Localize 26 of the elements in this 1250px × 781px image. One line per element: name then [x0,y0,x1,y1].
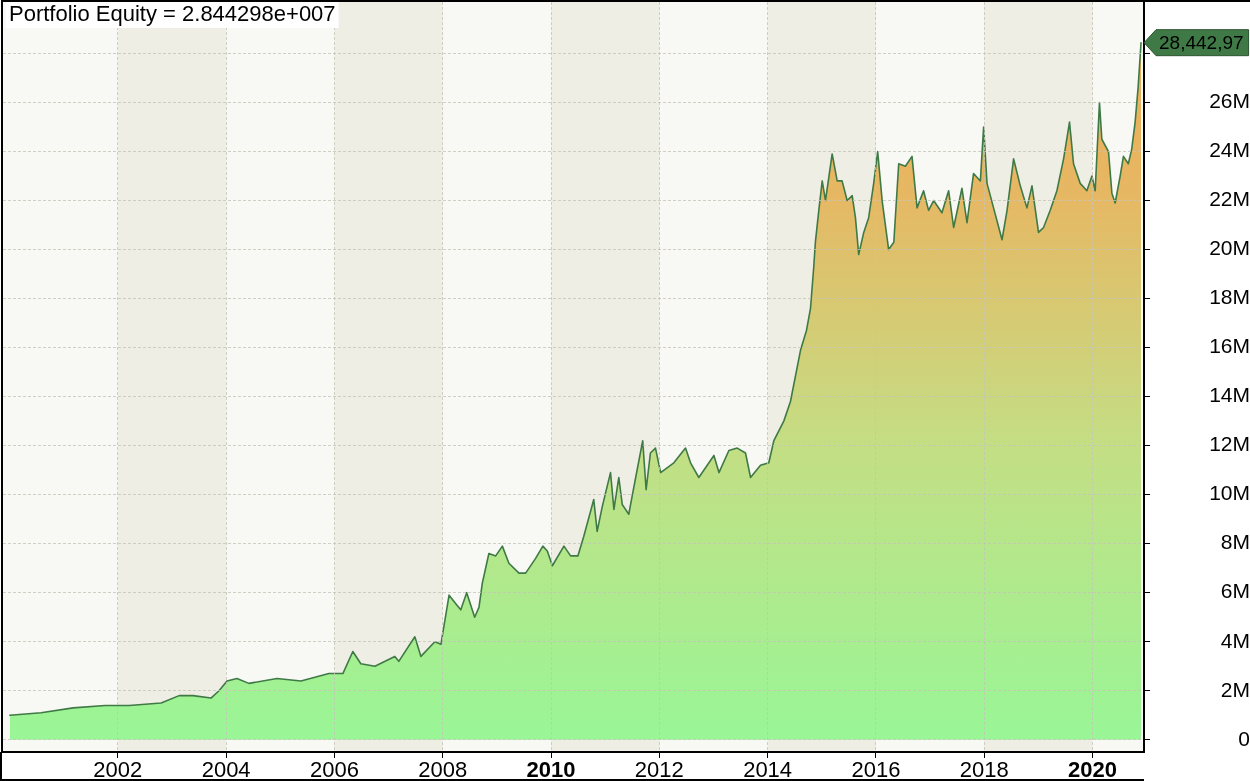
y-tick-label: 20M [1209,236,1250,260]
y-tick-label: 26M [1209,89,1250,113]
y-tick-label: 0 [1238,726,1250,750]
chart-title: Portfolio Equity = 2.844298e+007 [9,1,336,27]
annotation: 28,442,97 [1159,31,1244,53]
x-tick-label: 2020 [1068,757,1117,781]
y-tick-label: 4M [1220,628,1250,652]
x-tick-label: 2014 [743,757,793,781]
x-tick-label: 2006 [309,757,359,781]
y-tick-label: 16M [1209,334,1250,358]
y-tick-label: 10M [1209,481,1250,505]
x-tick-label: 2002 [93,757,143,781]
y-tick-label: 18M [1209,285,1250,309]
x-tick-label: 2008 [418,757,468,781]
y-tick-label: 6M [1220,579,1250,603]
y-tick-label: 14M [1209,383,1250,407]
y-tick-label: 8M [1220,530,1250,554]
y-tick-label: 2M [1220,677,1250,701]
x-tick-label: 2012 [634,757,684,781]
y-tick-label: 12M [1209,432,1250,456]
y-tick-label: 22M [1209,187,1250,211]
x-tick-label: 2018 [959,757,1009,781]
x-tick-label: 2004 [201,757,251,781]
x-tick-label: 2010 [526,757,576,781]
y-tick-label: 24M [1209,138,1250,162]
x-tick-label: 2016 [851,757,901,781]
